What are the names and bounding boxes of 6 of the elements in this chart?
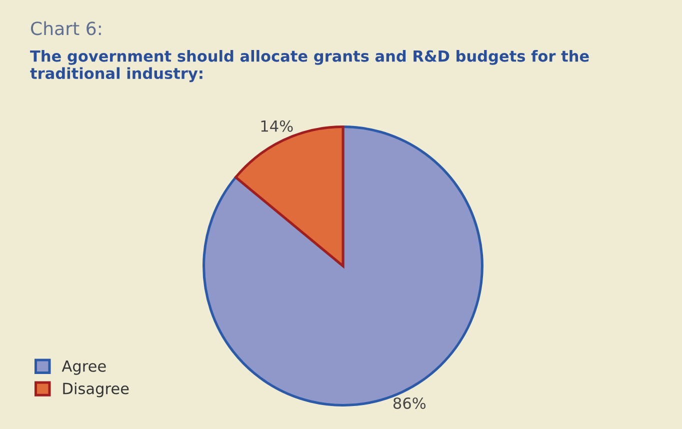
legend-label: Disagree [63,382,129,398]
data-label: 86% [393,397,426,409]
chart-title: Chart 6: [31,21,101,36]
data-label: 14% [261,120,293,132]
chart-subtitle: The government should allocate grants and R&D budgets for the traditional industry: [30,50,589,82]
legend-label: Agree [62,360,106,375]
